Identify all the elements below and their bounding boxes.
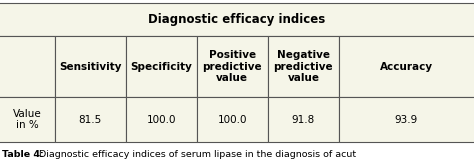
Bar — [0, 97, 55, 142]
Bar — [339, 36, 474, 97]
Bar — [55, 36, 126, 97]
Bar — [0, 36, 55, 97]
Text: 91.8: 91.8 — [292, 115, 315, 125]
Text: 93.9: 93.9 — [395, 115, 418, 125]
Text: 100.0: 100.0 — [146, 115, 176, 125]
Bar — [126, 36, 197, 97]
Text: Positive
predictive
value: Positive predictive value — [202, 50, 262, 83]
Bar — [268, 97, 339, 142]
Bar — [126, 97, 197, 142]
Bar — [268, 36, 339, 97]
Text: Sensitivity: Sensitivity — [59, 62, 121, 72]
Bar — [197, 97, 268, 142]
Bar — [339, 97, 474, 142]
Bar — [0, 3, 474, 36]
Text: Table 4:: Table 4: — [2, 150, 44, 159]
Text: Diagnostic efficacy indices: Diagnostic efficacy indices — [148, 13, 326, 26]
Bar — [55, 97, 126, 142]
Text: Diagnostic efficacy indices of serum lipase in the diagnosis of acut: Diagnostic efficacy indices of serum lip… — [36, 150, 356, 159]
Text: Specificity: Specificity — [130, 62, 192, 72]
Text: Value
in %: Value in % — [13, 109, 42, 130]
Text: Negative
predictive
value: Negative predictive value — [273, 50, 333, 83]
Text: 100.0: 100.0 — [218, 115, 247, 125]
Text: 81.5: 81.5 — [78, 115, 102, 125]
Text: Accuracy: Accuracy — [380, 62, 433, 72]
Bar — [197, 36, 268, 97]
